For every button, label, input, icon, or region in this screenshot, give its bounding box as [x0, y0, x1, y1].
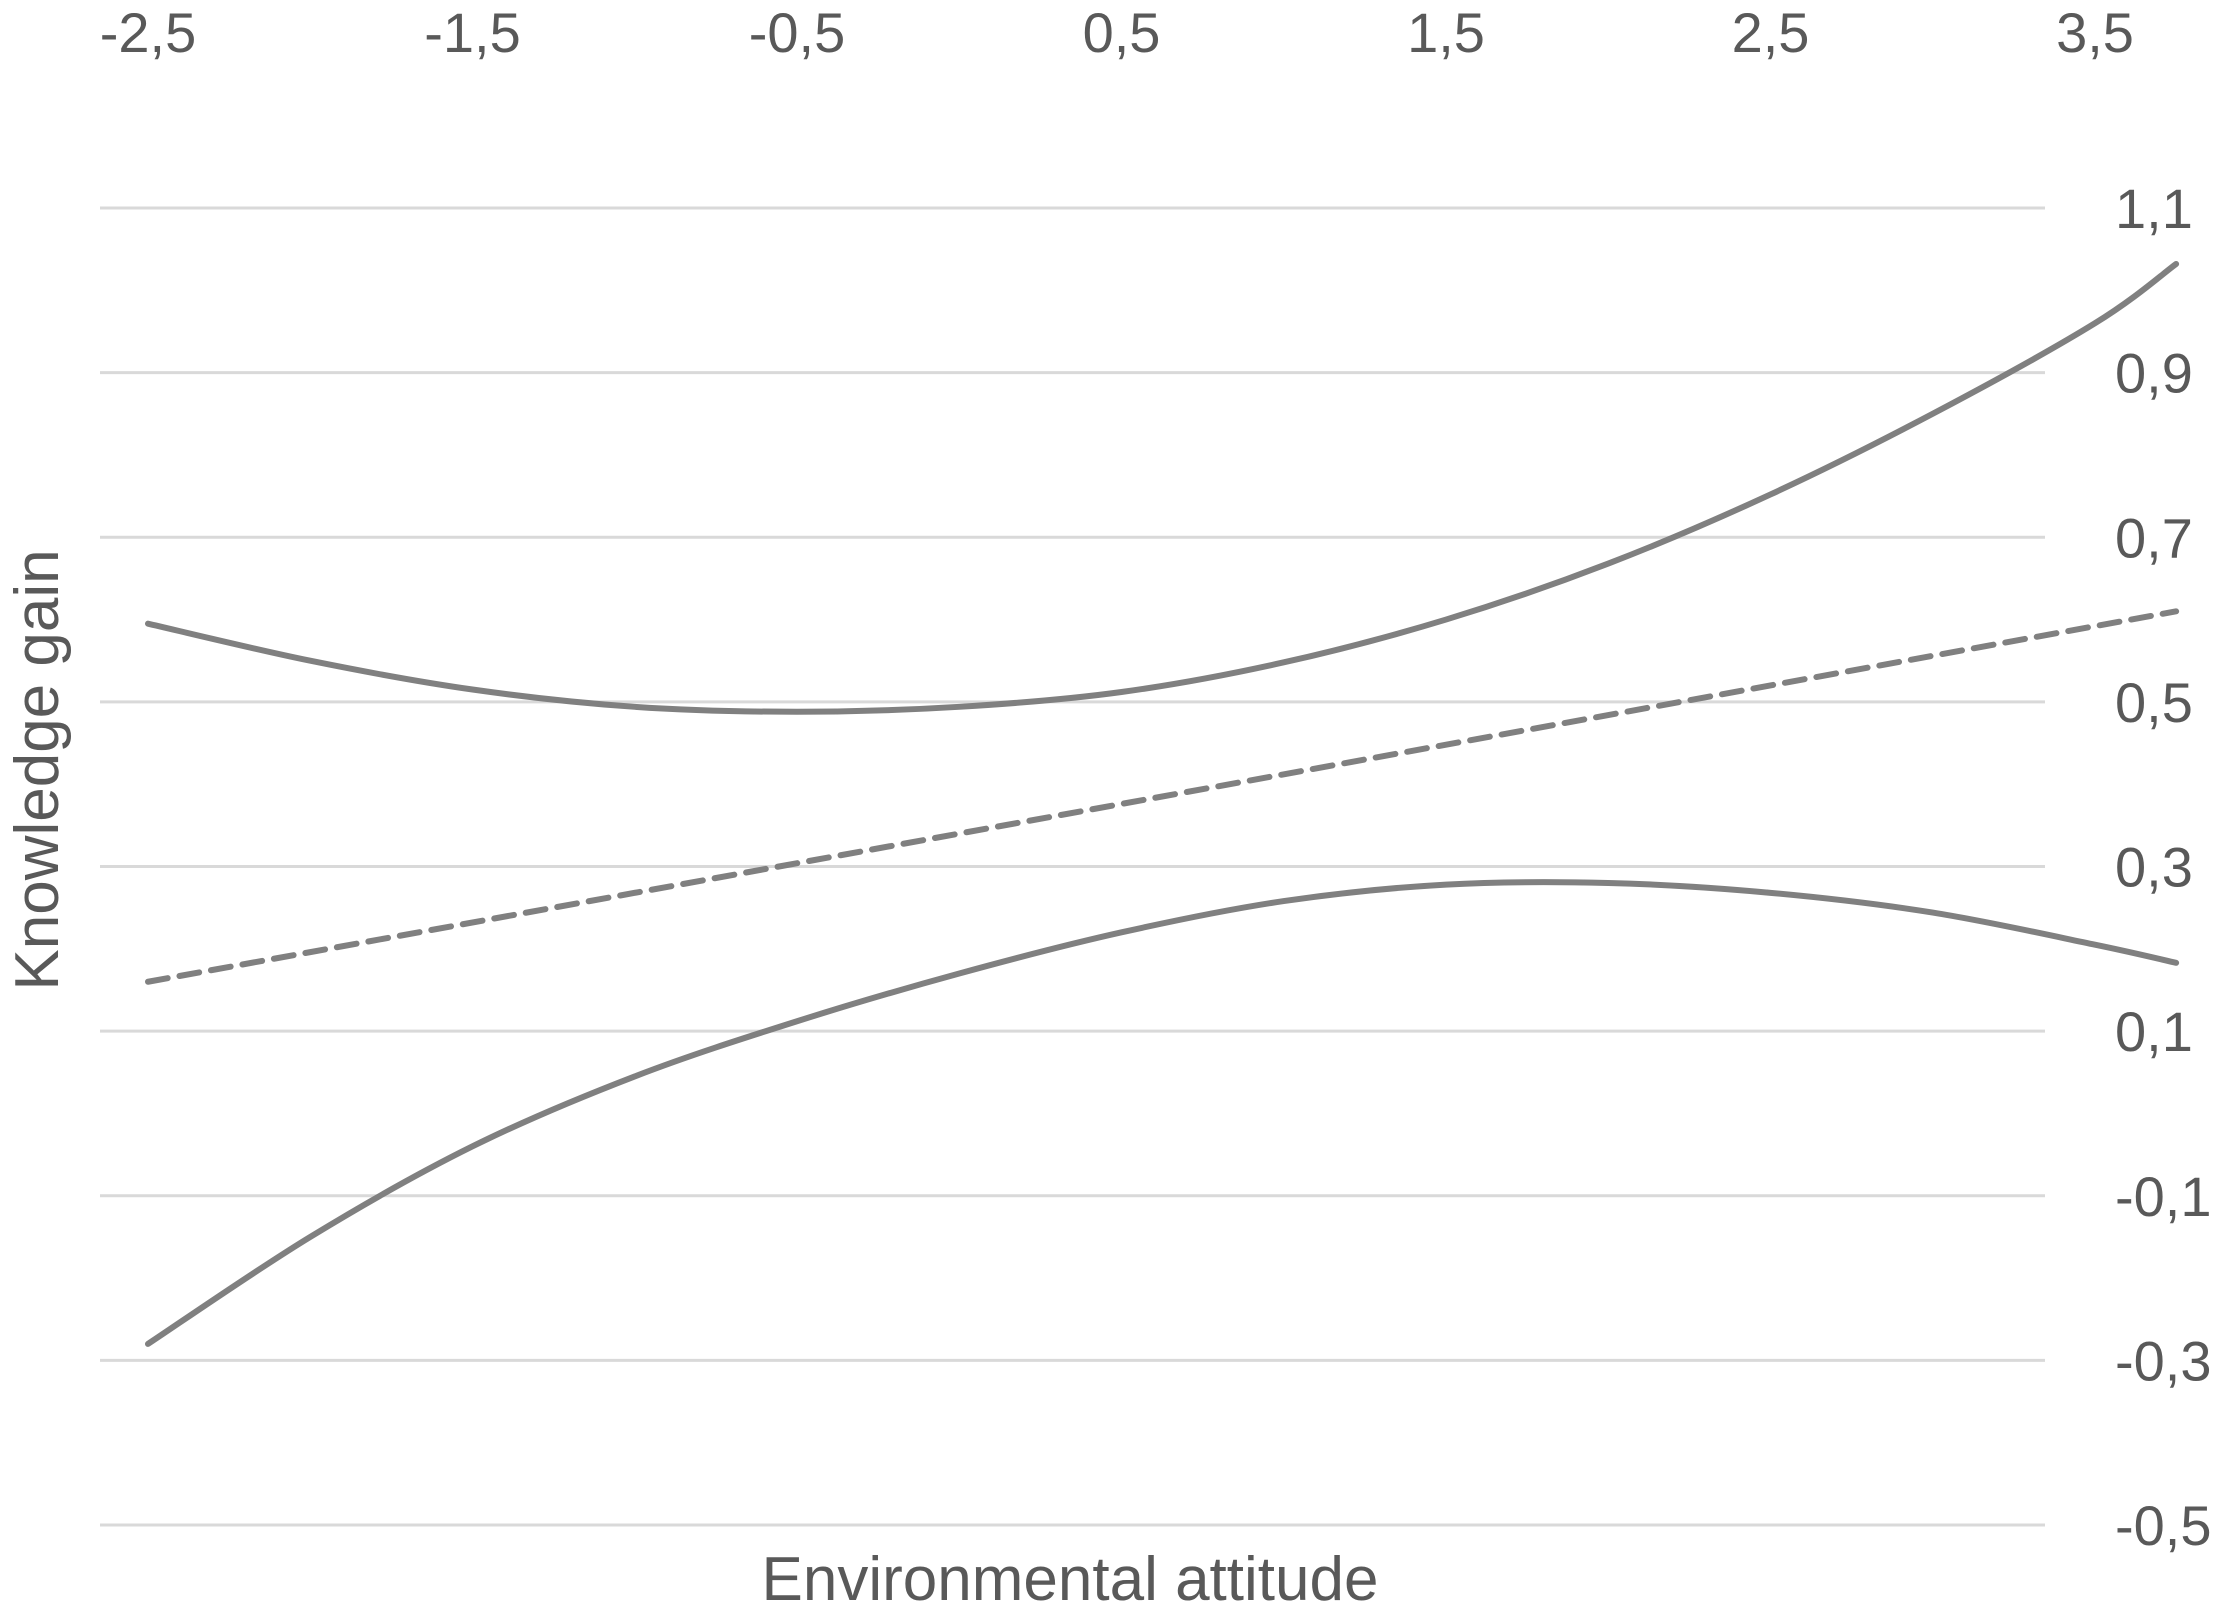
series-group — [145, 260, 2180, 1347]
y-axis-title: Knowledge gain — [3, 549, 72, 990]
y-tick-label: 0,9 — [2115, 342, 2193, 405]
x-tick-label: 0,5 — [1083, 1, 1161, 64]
y-tick-label: 0,7 — [2115, 506, 2193, 569]
y-tick-label: 0,5 — [2115, 671, 2193, 734]
x-tick-label: -2,5 — [100, 1, 197, 64]
x-tick-label: 3,5 — [2056, 1, 2134, 64]
y-tick-label: -0,1 — [2115, 1165, 2212, 1228]
y-tick-labels: 1,1 0,9 0,7 0,5 0,3 0,1 -0,1 -0,3 -0,5 — [2115, 177, 2212, 1557]
confidence-bound-line — [145, 879, 2180, 1347]
regression-line — [145, 608, 2180, 985]
x-tick-label: -1,5 — [424, 1, 521, 64]
gridlines — [100, 206, 2045, 1527]
x-tick-label: 1,5 — [1407, 1, 1485, 64]
x-tick-labels: -2,5 -1,5 -0,5 0,5 1,5 2,5 3,5 — [100, 1, 2134, 64]
y-tick-label: 1,1 — [2115, 177, 2193, 240]
x-axis-title: Environmental attitude — [762, 1545, 1379, 1614]
x-tick-label: -0,5 — [749, 1, 846, 64]
y-tick-label: -0,3 — [2115, 1329, 2212, 1392]
y-tick-label: -0,5 — [2115, 1494, 2212, 1557]
y-tick-label: 0,3 — [2115, 836, 2193, 899]
confidence-bound-line — [145, 260, 2180, 715]
y-tick-label: 0,1 — [2115, 1000, 2193, 1063]
x-tick-label: 2,5 — [1732, 1, 1810, 64]
